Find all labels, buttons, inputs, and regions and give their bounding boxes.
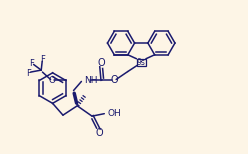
Text: F: F	[26, 69, 31, 78]
Text: O: O	[97, 59, 105, 69]
FancyBboxPatch shape	[137, 59, 146, 66]
Text: O: O	[110, 75, 118, 85]
Text: F: F	[30, 59, 34, 68]
Text: 9s: 9s	[137, 58, 146, 67]
Text: O: O	[49, 76, 56, 85]
Text: OH: OH	[107, 109, 121, 118]
Text: F: F	[40, 55, 45, 64]
Text: O: O	[95, 128, 103, 138]
Text: NH: NH	[85, 76, 98, 85]
